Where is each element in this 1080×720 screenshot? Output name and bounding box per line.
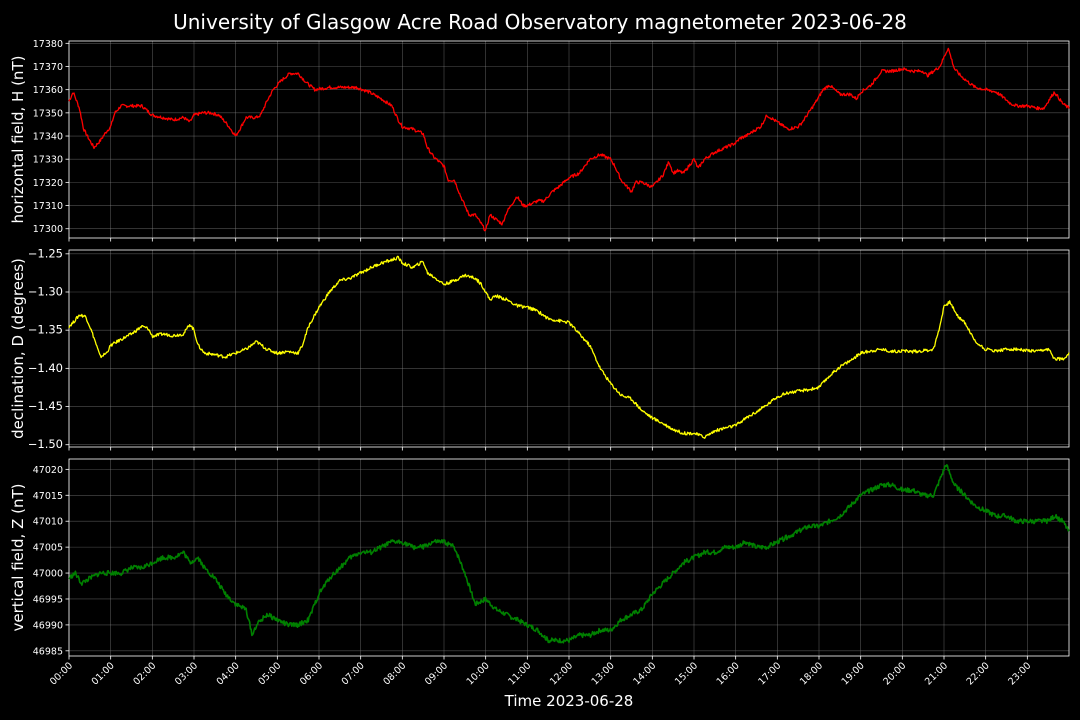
- x-tick-label: 22:00: [965, 660, 992, 687]
- x-tick-label: 05:00: [256, 660, 283, 687]
- x-tick-label: 20:00: [881, 660, 908, 687]
- y-tick-label: −1.50: [28, 437, 63, 451]
- x-tick-label: 15:00: [673, 660, 700, 687]
- x-tick-label: 04:00: [215, 660, 242, 687]
- x-tick-label: 12:00: [548, 660, 575, 687]
- axes-frame: [68, 249, 1070, 448]
- y-axis-label: vertical field, Z (nT): [9, 483, 27, 631]
- x-tick-label: 09:00: [423, 660, 450, 687]
- x-tick-label: 01:00: [90, 660, 117, 687]
- y-tick-label: 17380: [33, 39, 63, 50]
- x-tick-label: 21:00: [923, 660, 950, 687]
- y-tick-label: 17300: [33, 224, 63, 235]
- y-tick-label: 17350: [33, 108, 63, 119]
- axes-frame: [68, 40, 1070, 239]
- y-tick-label: 17340: [33, 132, 63, 143]
- y-tick-label: 17360: [33, 85, 63, 96]
- y-tick-label: −1.35: [28, 323, 63, 337]
- y-tick-label: 46995: [33, 594, 63, 605]
- panel-3: 46985 46990 46995 47000 47005 47010 47015 47020…: [9, 458, 1070, 660]
- y-tick-label: 46990: [33, 620, 63, 631]
- chart-title: University of Glasgow Acre Road Observat…: [173, 10, 907, 34]
- x-tick-label: 00:00: [48, 660, 75, 687]
- x-tick-label: 02:00: [131, 660, 158, 687]
- y-tick-label: −1.40: [28, 361, 63, 375]
- y-tick-label: 17320: [33, 178, 63, 189]
- x-tick-label: 23:00: [1006, 660, 1033, 687]
- y-tick-label: 47015: [33, 491, 63, 502]
- y-tick-label: −1.30: [28, 284, 63, 298]
- x-tick-label: 13:00: [590, 660, 617, 687]
- x-tick-label: 19:00: [840, 660, 867, 687]
- x-tick-label: 16:00: [715, 660, 742, 687]
- y-tick-label: 17310: [33, 201, 63, 212]
- y-tick-label: 47000: [33, 569, 63, 580]
- y-tick-label: −1.25: [28, 246, 63, 260]
- x-tick-label: 14:00: [631, 660, 658, 687]
- y-tick-label: 47020: [33, 465, 63, 476]
- y-tick-label: 17370: [33, 62, 63, 73]
- x-tick-label: 17:00: [756, 660, 783, 687]
- data-series-line: [68, 47, 1070, 232]
- y-axis-label: declination, D (degrees): [9, 258, 27, 439]
- y-tick-label: 47005: [33, 543, 63, 554]
- x-tick-label: 11:00: [506, 660, 533, 687]
- x-tick-label: 08:00: [381, 660, 408, 687]
- x-tick-label: 07:00: [340, 660, 367, 687]
- x-tick-label: 06:00: [298, 660, 325, 687]
- x-axis-label: Time 2023-06-28: [504, 692, 634, 710]
- axes-frame: [68, 458, 1070, 657]
- x-tick-label: 03:00: [173, 660, 200, 687]
- y-tick-label: 47010: [33, 517, 63, 528]
- y-tick-label: 46985: [33, 646, 63, 657]
- y-axis-label: horizontal field, H (nT): [9, 56, 27, 224]
- data-series-line: [68, 255, 1070, 439]
- y-tick-label: −1.45: [28, 399, 63, 413]
- panel-1: 17300 17310 17320 17330 17340 17350 17360 17370…: [9, 39, 1070, 242]
- x-tick-label: 10:00: [465, 660, 492, 687]
- x-tick-label: 18:00: [798, 660, 825, 687]
- panel-2: −1.25 −1.30 −1.35 −1.40 −1.45 −1.50declinatio…: [9, 246, 1070, 451]
- data-series-line: [68, 464, 1070, 644]
- y-tick-label: 17330: [33, 155, 63, 166]
